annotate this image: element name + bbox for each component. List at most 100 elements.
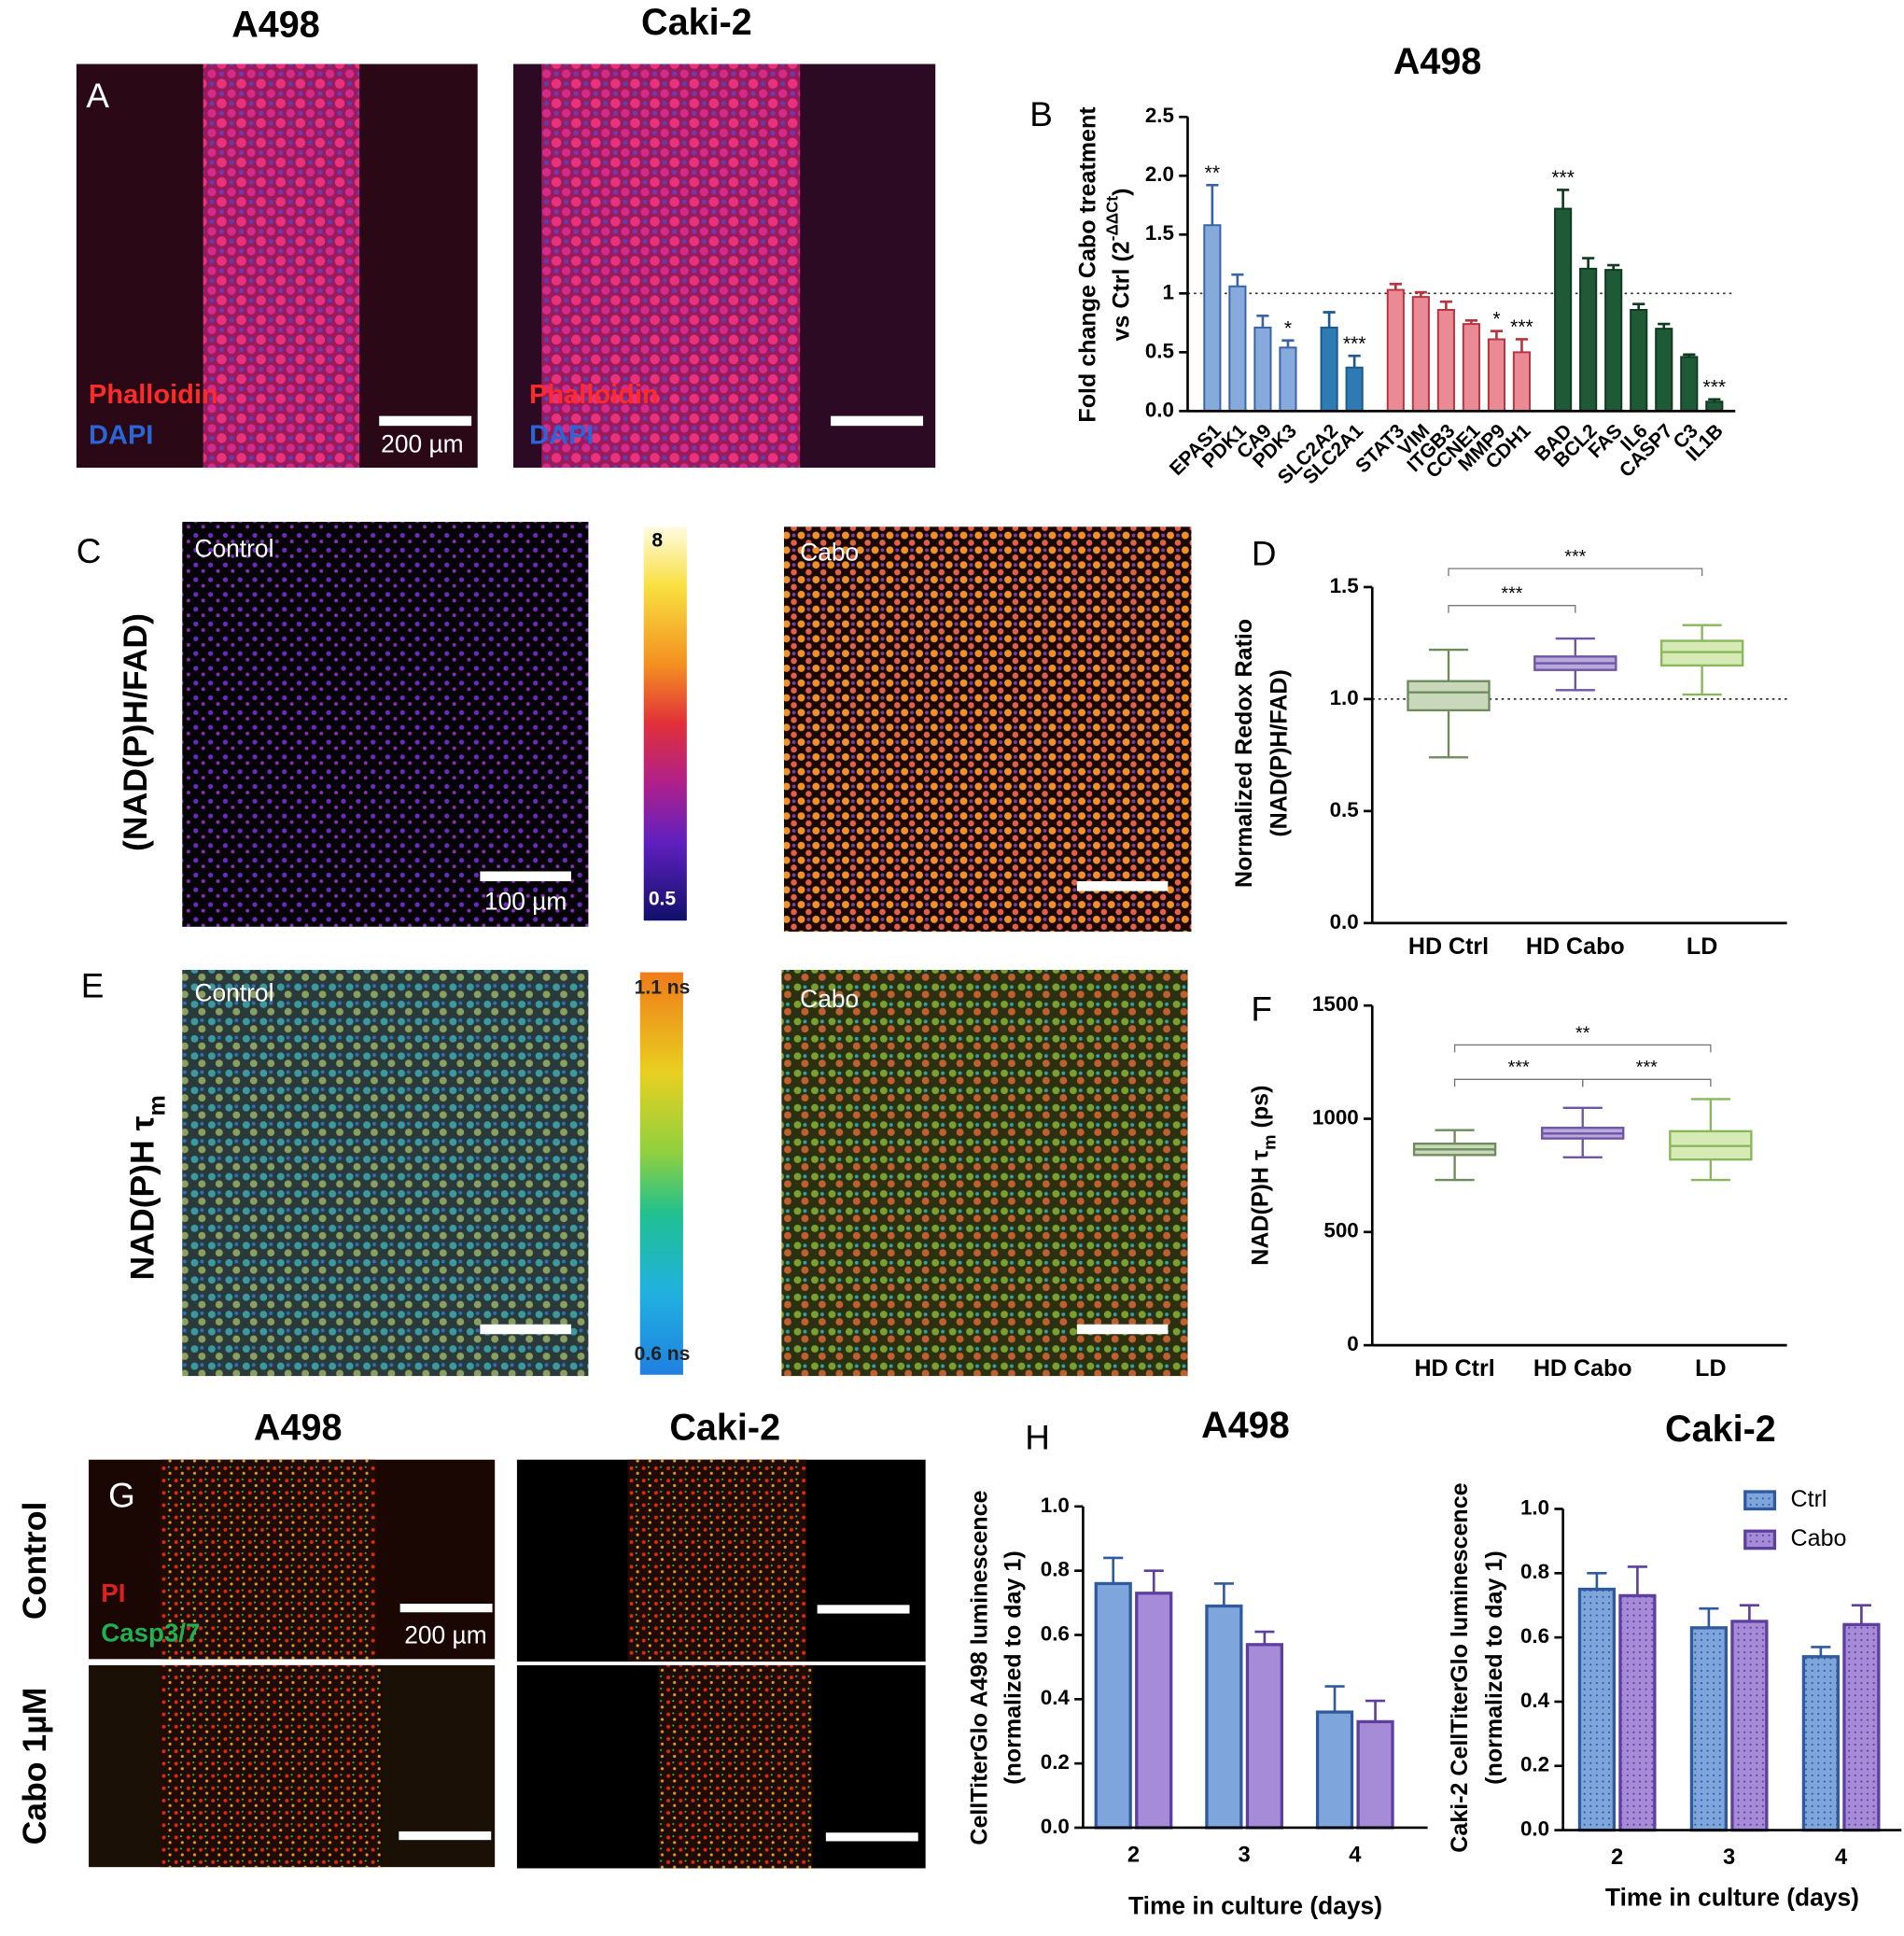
chart-title: Caki-2	[1665, 1409, 1776, 1450]
y-axis-label: (normalized to day 1)	[1481, 1550, 1507, 1785]
y-axis-label-text: (ps)	[1247, 1086, 1273, 1135]
stain-label: Casp3/7	[101, 1618, 200, 1647]
bar	[1386, 288, 1405, 413]
legend-label: Ctrl	[1791, 1486, 1827, 1512]
whisker	[1562, 1138, 1603, 1158]
whisker	[1690, 1098, 1730, 1131]
scale-bar	[399, 1604, 493, 1613]
y-axis-label: NAD(P)H τm (ps)	[1247, 1086, 1280, 1266]
x-tick-label: 4	[1349, 1844, 1362, 1868]
significance-label: ***	[1551, 167, 1575, 189]
y-tick-label: 0.2	[1041, 1750, 1070, 1774]
comparison-bracket	[1448, 605, 1576, 613]
colorbar-label: 1.1 ns	[635, 976, 691, 998]
panel-label: C	[77, 532, 102, 570]
comparison-label: ***	[1636, 1058, 1658, 1078]
significance-label: **	[1205, 162, 1220, 184]
y-axis-label-text: NAD(P)H τ	[1247, 1150, 1273, 1266]
micrograph	[203, 63, 360, 469]
error-bar	[1557, 189, 1570, 209]
micrograph	[784, 526, 1192, 933]
stain-label: DAPI	[89, 421, 153, 451]
stain-label: Phalloidin	[89, 380, 218, 410]
y-tick-label: 0.0	[1145, 398, 1174, 421]
bar	[1604, 269, 1623, 413]
image-title: A498	[254, 1408, 343, 1449]
y-tick-label: 0.5	[1145, 339, 1174, 362]
y-axis-label: (NAD(P)H/FAD)	[1266, 669, 1292, 836]
bar	[1356, 1719, 1394, 1830]
error-bar	[1389, 282, 1402, 290]
bar	[1253, 326, 1272, 413]
image-label: Control	[194, 978, 273, 1006]
comparison-bracket	[1453, 1078, 1584, 1087]
micrograph	[160, 1664, 382, 1868]
significance-label: ***	[1510, 316, 1533, 338]
micrograph	[781, 969, 1188, 1377]
image-label: Cabo	[800, 538, 859, 566]
row-label: Cabo 1µM	[16, 1688, 53, 1845]
comparison-bracket	[1448, 568, 1703, 577]
y-tick-label: 1.5	[1330, 574, 1359, 597]
colorbar-label: 8	[651, 530, 663, 552]
bar	[1655, 328, 1673, 413]
y-axis-label-text: vs Ctrl (2	[1108, 241, 1134, 341]
scale-bar	[480, 871, 571, 882]
error-bar	[1281, 339, 1295, 348]
micrograph	[541, 63, 801, 469]
micrograph	[182, 522, 589, 927]
y-tick-label: 1.5	[1145, 221, 1174, 245]
y-tick-label: 1.0	[1330, 686, 1359, 709]
micrograph	[639, 972, 683, 1375]
y-tick-label: 1.0	[1041, 1494, 1070, 1517]
bar	[1135, 1592, 1173, 1830]
legend-swatch	[1743, 1529, 1777, 1550]
panel-label: E	[81, 967, 105, 1005]
stain-label: PI	[101, 1578, 125, 1607]
y-tick-label: 0.8	[1520, 1560, 1549, 1583]
error-bar	[1699, 1606, 1719, 1628]
error-bar	[1658, 322, 1671, 330]
row-label: (NAD(P)H/FAD)	[117, 613, 154, 851]
error-bar	[1587, 1571, 1607, 1590]
image-title: A498	[231, 4, 320, 45]
whisker	[1562, 1106, 1603, 1129]
panel-label: A	[86, 77, 109, 115]
error-bar	[1256, 314, 1269, 328]
x-tick-label: 3	[1239, 1844, 1251, 1868]
comparison-label: ***	[1564, 546, 1586, 567]
y-axis-label: Normalized Redox Ratio	[1231, 619, 1257, 888]
error-bar	[1254, 1630, 1275, 1645]
error-bar	[1464, 319, 1477, 325]
comparison-label: **	[1575, 1023, 1590, 1044]
y-tick-label: 0.8	[1041, 1558, 1070, 1581]
image-label: Control	[194, 534, 273, 562]
y-axis-label-sub: m	[1260, 1134, 1280, 1149]
y-tick-label: 0.4	[1520, 1689, 1550, 1712]
y-tick-label: 0	[1347, 1332, 1358, 1355]
row-label-sub: m	[144, 1095, 170, 1115]
bar	[1680, 356, 1699, 413]
x-tick-label: CASP7	[1616, 420, 1677, 482]
y-tick-label: 1000	[1312, 1105, 1359, 1129]
bar	[1279, 346, 1297, 413]
panel-label: D	[1252, 535, 1277, 573]
x-tick-label: HD Ctrl	[1408, 933, 1489, 960]
row-label: NAD(P)H τm	[124, 1095, 170, 1280]
error-bar	[1739, 1604, 1759, 1621]
bar	[1630, 308, 1648, 413]
error-bar	[1414, 290, 1427, 298]
bar	[1462, 323, 1480, 413]
y-axis-label-text: )	[1108, 189, 1134, 196]
box	[1407, 680, 1491, 712]
bar	[1320, 326, 1338, 413]
whisker	[1682, 624, 1722, 641]
y-axis-label-text: (normalized to day 1)	[1000, 1550, 1026, 1785]
scale-bar-label: 200 µm	[381, 429, 463, 457]
micrograph	[182, 969, 589, 1377]
y-tick-label: 500	[1323, 1219, 1358, 1242]
bar	[1245, 1643, 1284, 1830]
bar	[1801, 1655, 1840, 1832]
panel-label: B	[1029, 95, 1053, 133]
